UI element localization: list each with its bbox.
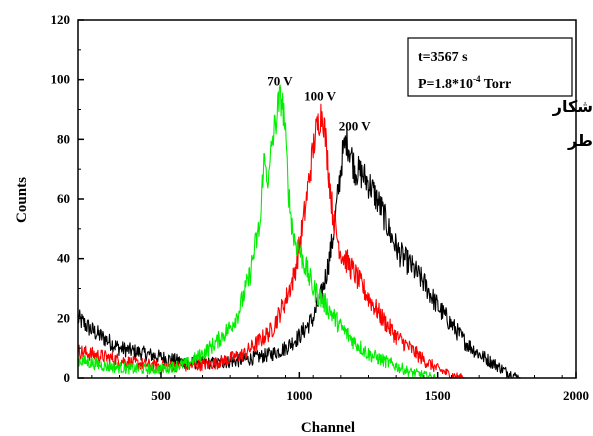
info-box: t=3567 s P=1.8*10-4 Torr [407, 37, 573, 97]
series-label-200-v: 200 V [339, 118, 372, 133]
x-axis-title: Channel [301, 420, 355, 436]
overflow-script-text-1: شکار [552, 97, 593, 116]
x-tick-label: 1500 [425, 388, 451, 403]
series-line-200-v [77, 125, 576, 379]
info-box-pressure: P=1.8*10-4 Torr [418, 74, 511, 92]
ticks-layer [78, 19, 577, 379]
series-layer [77, 84, 576, 379]
info-box-time: t=3567 s [418, 50, 468, 65]
labels-layer: 0 20 40 60 80 100 120 500 1000 1500 2000 70 V 100 V2… [51, 12, 590, 403]
pressure-exponent: -4 [473, 74, 481, 84]
series-line-70-v [77, 84, 576, 379]
series-line-100-v [77, 103, 576, 379]
y-tick-label: 40 [57, 251, 70, 266]
y-tick-label: 20 [57, 310, 70, 325]
x-tick-label: 2000 [563, 388, 589, 403]
y-tick-label: 0 [64, 370, 71, 385]
y-tick-label: 100 [51, 72, 71, 87]
series-label-70-v: 70 V [267, 74, 293, 89]
y-tick-label: 60 [57, 191, 70, 206]
overflow-script-text-2: طر [567, 131, 593, 150]
x-tick-label: 1000 [286, 388, 312, 403]
y-axis-title: Counts [14, 177, 30, 223]
pressure-unit: Torr [481, 77, 512, 92]
pressure-mantissa: P=1.8*10 [418, 77, 473, 92]
series-label-100-v: 100 V [304, 89, 337, 104]
info-box-frame [407, 37, 573, 97]
x-tick-label: 500 [151, 388, 171, 403]
y-tick-label: 80 [57, 131, 70, 146]
y-tick-label: 120 [51, 12, 71, 27]
